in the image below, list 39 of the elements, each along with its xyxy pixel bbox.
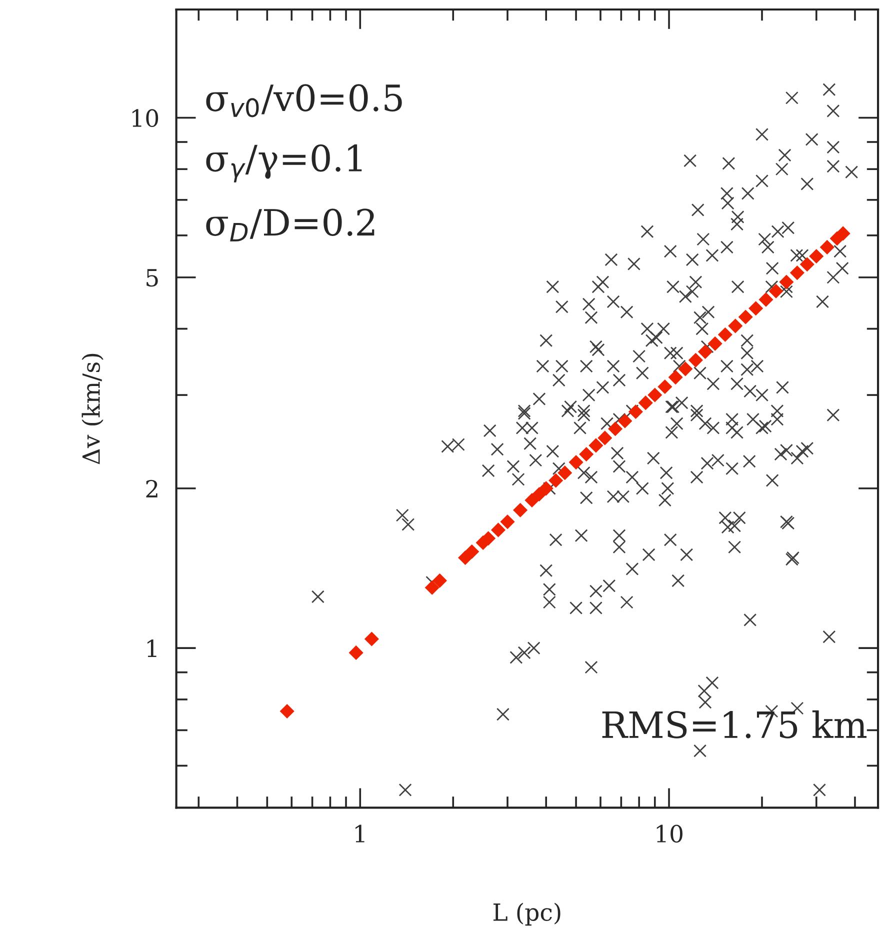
point <box>748 301 764 316</box>
point <box>548 473 564 488</box>
point <box>608 422 623 436</box>
point <box>618 414 632 428</box>
point <box>809 248 824 264</box>
point <box>538 481 554 496</box>
point <box>638 396 653 410</box>
point <box>568 455 584 470</box>
point <box>728 318 743 334</box>
annotation: σ$_{v0}$/v0=0.5 <box>206 84 402 118</box>
point <box>758 292 774 307</box>
point <box>598 430 612 446</box>
y-tick-label: 5 <box>146 269 158 287</box>
point <box>698 344 713 360</box>
point <box>738 310 753 324</box>
point <box>678 362 693 376</box>
point <box>558 466 572 480</box>
point <box>718 327 732 342</box>
point <box>688 352 703 368</box>
point <box>579 446 594 462</box>
annotation: σ$_{γ}$/γ=0.1 <box>206 144 362 182</box>
point <box>708 336 722 351</box>
point <box>668 370 683 385</box>
y-tick-label: 2 <box>146 480 158 498</box>
point <box>628 404 643 420</box>
point <box>588 438 604 453</box>
y-tick-label: 10 <box>132 109 158 128</box>
point <box>779 274 794 290</box>
point <box>790 266 804 280</box>
point <box>768 284 784 298</box>
x-axis-title: L (pc) <box>494 902 560 926</box>
point <box>820 240 834 254</box>
point <box>658 379 672 394</box>
annotation: σ$_{D}$/D=0.2 <box>206 208 374 242</box>
point <box>800 257 814 272</box>
annotation: RMS=1.75 km <box>602 710 867 738</box>
y-axis-title: Δv (km/s) <box>82 354 104 464</box>
point <box>648 388 662 402</box>
y-tick-label: 1 <box>148 640 156 658</box>
